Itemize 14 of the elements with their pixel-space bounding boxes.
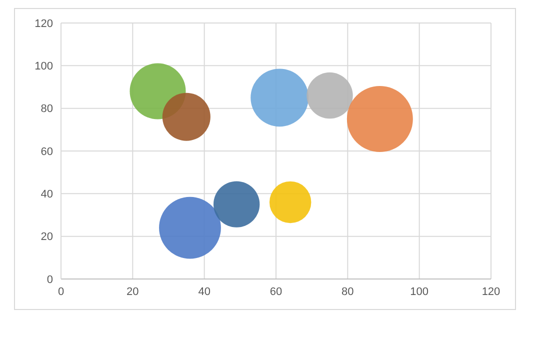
y-tick-label: 120: [34, 18, 53, 30]
x-tick-label: 40: [198, 286, 210, 298]
x-tick-label: 120: [482, 286, 500, 298]
y-tick-label: 80: [40, 103, 53, 116]
y-tick-label: 100: [34, 60, 53, 73]
y-tick-label: 20: [40, 231, 53, 244]
y-tick-label: 40: [40, 188, 53, 201]
y-tick-label: 0: [46, 274, 53, 286]
x-tick-label: 0: [58, 286, 64, 298]
x-tick-label: 20: [126, 286, 139, 298]
x-tick-label: 60: [270, 286, 282, 298]
y-tick-label: 60: [40, 146, 53, 158]
x-tick-label: 80: [342, 286, 354, 298]
x-tick-label: 100: [410, 286, 429, 298]
